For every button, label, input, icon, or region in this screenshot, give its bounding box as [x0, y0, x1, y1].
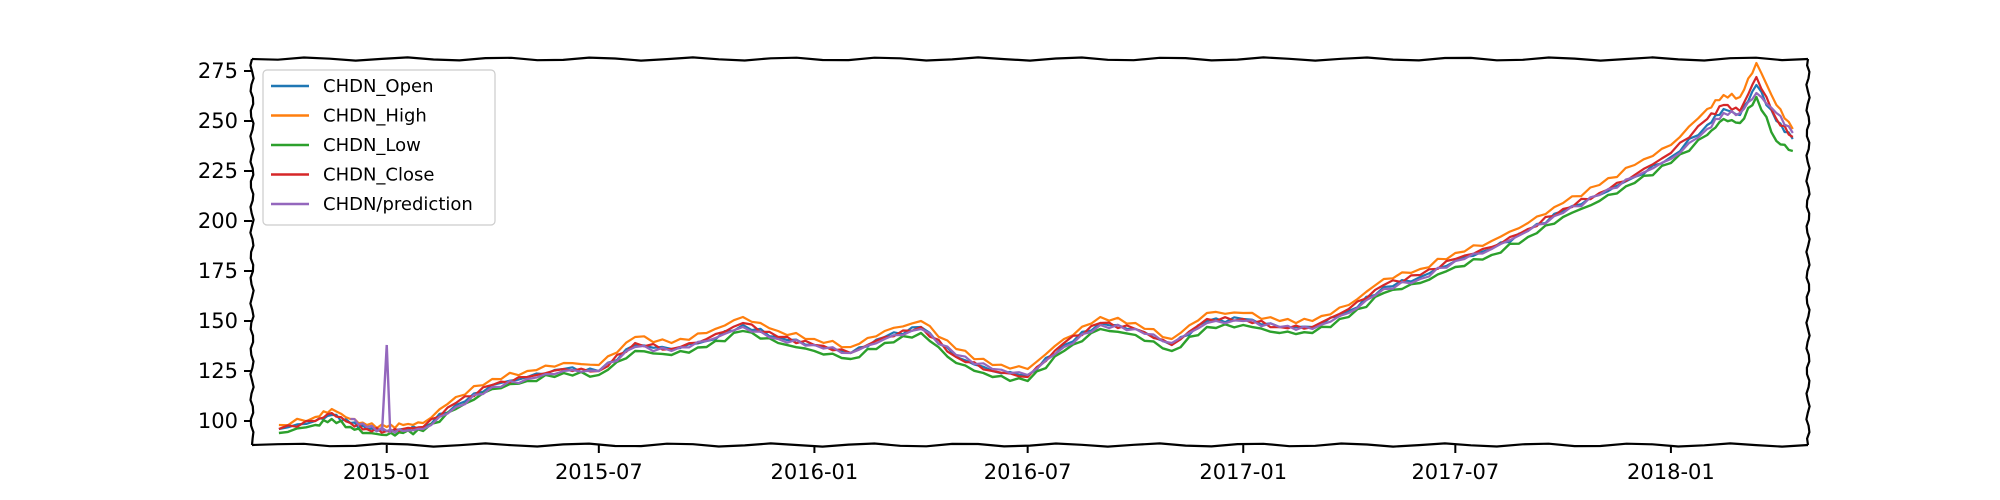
legend-box [262, 69, 496, 226]
plot-frame [249, 56, 1811, 448]
legend-label: CHDN_Open [323, 76, 434, 97]
legend-label: CHDN_Close [323, 165, 434, 186]
frame-top [251, 56, 1809, 62]
x-tick-label: 2018-01 [1627, 460, 1715, 484]
series-line-chdn-prediction [350, 91, 1794, 434]
y-tick-label: 200 [198, 209, 238, 233]
legend-label: CHDN/prediction [323, 194, 473, 215]
y-tick-label: 175 [198, 259, 238, 283]
x-tick-label: 2017-07 [1411, 460, 1499, 484]
y-tick-label: 150 [198, 309, 238, 333]
legend-label: CHDN_Low [323, 135, 421, 156]
legend: CHDN_Open CHDN_High CHDN_Low CHDN_Close CHDN… [262, 69, 496, 226]
series-line-chdn-close [278, 75, 1794, 434]
plot-lines [278, 61, 1794, 437]
x-tick-label: 2015-01 [343, 460, 431, 484]
y-axis: 100 125 150 175 200 225 250 275 [198, 59, 252, 433]
x-tick-label: 2016-07 [984, 460, 1072, 484]
x-tick-label: 2015-07 [555, 460, 643, 484]
frame-left [249, 58, 255, 446]
frame-right [1805, 58, 1811, 446]
prediction-spike [380, 344, 392, 434]
series-line-chdn-high [278, 61, 1794, 430]
x-tick-label: 2017-01 [1199, 460, 1287, 484]
y-tick-label: 225 [198, 159, 238, 183]
y-tick-label: 275 [198, 59, 238, 83]
series-line-chdn-open [278, 83, 1794, 433]
frame-bottom [251, 442, 1809, 448]
series-line-chdn-low [278, 95, 1794, 437]
y-tick-label: 125 [198, 359, 238, 383]
x-tick-label: 2016-01 [771, 460, 859, 484]
y-tick-label: 250 [198, 109, 238, 133]
legend-label: CHDN_High [323, 106, 427, 127]
y-tick-label: 100 [198, 409, 238, 433]
x-axis: 2015-01 2015-07 2016-01 2016-07 2017-01 2017-… [343, 445, 1715, 484]
